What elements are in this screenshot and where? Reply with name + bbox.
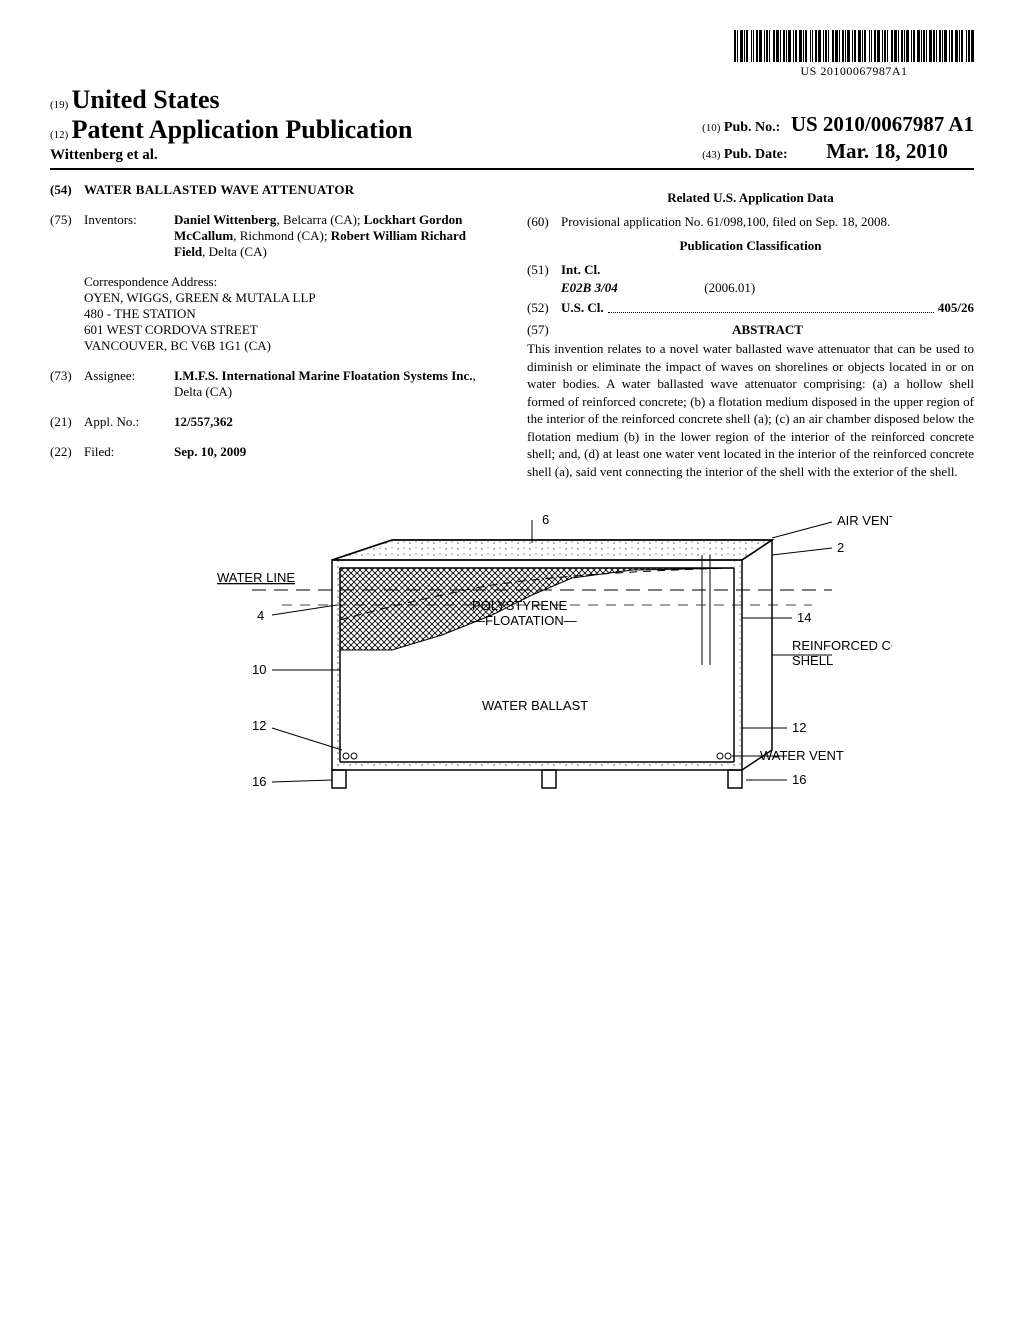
- barcode-region: US 20100067987A1: [50, 30, 974, 79]
- intcl-num: (51): [527, 262, 561, 278]
- intcl-line: E02B 3/04 (2006.01): [561, 280, 974, 296]
- filed-field: (22) Filed: Sep. 10, 2009: [50, 444, 497, 460]
- inid-pubdate: (43): [702, 149, 720, 161]
- pub-type: Patent Application Publication: [72, 115, 413, 144]
- corr-line-1: 480 - THE STATION: [84, 306, 497, 322]
- label-air-vent: AIR VENT: [837, 513, 892, 528]
- ref-12-left: 12: [252, 718, 266, 733]
- applno-label: Appl. No.:: [84, 414, 174, 430]
- ref-16-right: 16: [792, 772, 806, 787]
- country: United States: [72, 85, 220, 114]
- abstract-label: ABSTRACT: [561, 322, 974, 338]
- label-reinforced: REINFORCED CONCRETE: [792, 638, 892, 653]
- label-floatation: —FLOATATION—: [472, 613, 577, 628]
- inventors-value: Daniel Wittenberg, Belcarra (CA); Lockha…: [174, 212, 497, 260]
- uscl-value: 405/26: [938, 300, 974, 316]
- title-num: (54): [50, 182, 84, 198]
- figure-svg: 6 AIR VENT 2 WATER LINE 4 POLYSTYRENE —F…: [132, 510, 892, 830]
- uscl-dots: [608, 300, 934, 313]
- assignee-field: (73) Assignee: I.M.F.S. International Ma…: [50, 368, 497, 400]
- authors-line: Wittenberg et al.: [50, 147, 413, 164]
- right-column: Related U.S. Application Data (60) Provi…: [527, 182, 974, 480]
- barcode-text: US 20100067987A1: [734, 64, 974, 79]
- header-right: (10) Pub. No.: US 2010/0067987 A1 (43) P…: [702, 112, 974, 164]
- ref-14: 14: [797, 610, 811, 625]
- header: (19) United States (12) Patent Applicati…: [50, 85, 974, 170]
- corr-line-0: OYEN, WIGGS, GREEN & MUTALA LLP: [84, 290, 497, 306]
- barcode: US 20100067987A1: [734, 30, 974, 79]
- assignee-num: (73): [50, 368, 84, 400]
- uscl-row: (52) U.S. Cl. 405/26: [527, 300, 974, 316]
- label-water-line: WATER LINE: [217, 570, 295, 585]
- barcode-lines: [734, 30, 974, 62]
- ref-6: 6: [542, 512, 549, 527]
- figure-area: 6 AIR VENT 2 WATER LINE 4 POLYSTYRENE —F…: [50, 510, 974, 834]
- provisional-field: (60) Provisional application No. 61/098,…: [527, 214, 974, 230]
- title-field: (54) WATER BALLASTED WAVE ATTENUATOR: [50, 182, 497, 198]
- pubdate: Mar. 18, 2010: [826, 139, 948, 163]
- ref-16-left: 16: [252, 774, 266, 789]
- pubno-label: Pub. No.:: [724, 120, 780, 135]
- class-heading: Publication Classification: [527, 238, 974, 254]
- label-shell: SHELL: [792, 653, 833, 668]
- ref-12-right: 12: [792, 720, 806, 735]
- applno-field: (21) Appl. No.: 12/557,362: [50, 414, 497, 430]
- ref-2: 2: [837, 540, 844, 555]
- related-heading: Related U.S. Application Data: [527, 190, 974, 206]
- inventors-field: (75) Inventors: Daniel Wittenberg, Belca…: [50, 212, 497, 260]
- filed-value: Sep. 10, 2009: [174, 444, 497, 460]
- filed-num: (22): [50, 444, 84, 460]
- filed-label: Filed:: [84, 444, 174, 460]
- assignee-label: Assignee:: [84, 368, 174, 400]
- abstract-text: This invention relates to a novel water …: [527, 340, 974, 480]
- uscl-label: U.S. Cl.: [561, 300, 604, 316]
- assignee-value: I.M.F.S. International Marine Floatation…: [174, 368, 497, 400]
- biblio-columns: (54) WATER BALLASTED WAVE ATTENUATOR (75…: [50, 182, 974, 480]
- ref-10: 10: [252, 662, 266, 677]
- intcl-date: (2006.01): [704, 280, 755, 295]
- inid-pubtype: (12): [50, 129, 68, 141]
- pubno: US 2010/0067987 A1: [791, 112, 974, 136]
- inventors-num: (75): [50, 212, 84, 260]
- corr-line-3: VANCOUVER, BC V6B 1G1 (CA): [84, 338, 497, 354]
- prov-num: (60): [527, 214, 561, 230]
- uscl-num: (52): [527, 300, 561, 316]
- inventors-label: Inventors:: [84, 212, 174, 260]
- header-left: (19) United States (12) Patent Applicati…: [50, 85, 413, 164]
- correspondence-block: Correspondence Address: OYEN, WIGGS, GRE…: [84, 274, 497, 354]
- left-column: (54) WATER BALLASTED WAVE ATTENUATOR (75…: [50, 182, 497, 480]
- title-text: WATER BALLASTED WAVE ATTENUATOR: [84, 182, 497, 198]
- label-polystyrene: POLYSTYRENE: [472, 598, 567, 613]
- inid-pubno: (10): [702, 122, 720, 134]
- inid-country: (19): [50, 99, 68, 111]
- applno-value: 12/557,362: [174, 414, 497, 430]
- ref-4: 4: [257, 608, 264, 623]
- applno-num: (21): [50, 414, 84, 430]
- intcl-label: Int. Cl.: [561, 262, 600, 278]
- intcl-code: E02B 3/04: [561, 280, 701, 296]
- pubdate-label: Pub. Date:: [724, 147, 788, 162]
- prov-text: Provisional application No. 61/098,100, …: [561, 214, 974, 230]
- abstract-num: (57): [527, 322, 561, 338]
- corr-label: Correspondence Address:: [84, 274, 497, 290]
- abstract-row: (57) ABSTRACT: [527, 322, 974, 338]
- label-water-ballast: WATER BALLAST: [482, 698, 588, 713]
- label-water-vent: WATER VENT: [760, 748, 844, 763]
- intcl-row: (51) Int. Cl.: [527, 262, 974, 278]
- corr-line-2: 601 WEST CORDOVA STREET: [84, 322, 497, 338]
